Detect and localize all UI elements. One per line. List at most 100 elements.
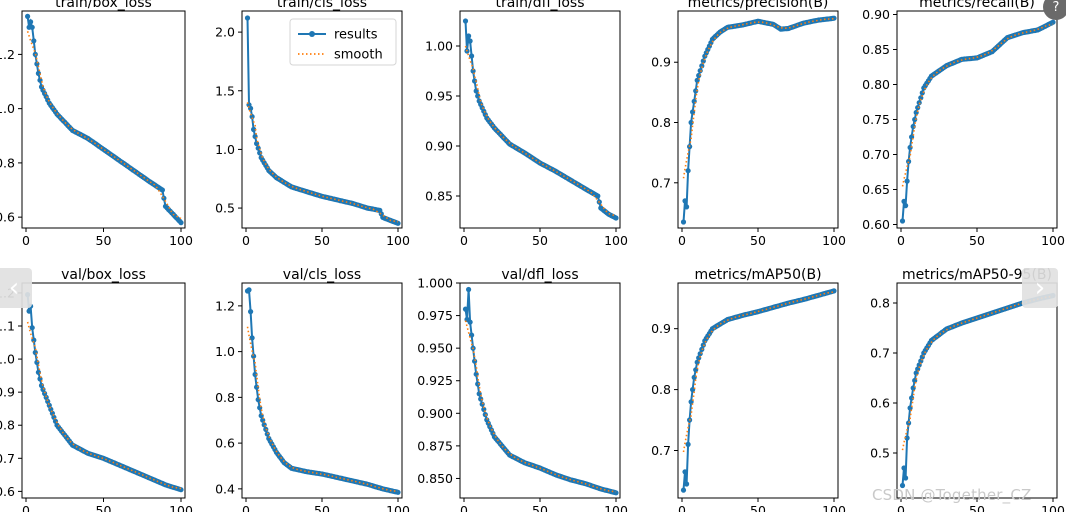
y-tick-label: 0.70 [862, 147, 890, 162]
chevron-right-icon[interactable]: › [1022, 268, 1058, 308]
y-tick-label: 0.4 [215, 481, 235, 496]
results-point [595, 193, 601, 199]
smooth-line [246, 102, 399, 223]
x-tick-label: 100 [822, 233, 846, 248]
results-point [919, 90, 925, 96]
y-tick-label: 0.900 [417, 406, 453, 421]
results-point [904, 435, 910, 441]
y-tick-label: 0.8 [651, 382, 671, 397]
results-point [26, 308, 32, 314]
x-tick-label: 0 [22, 233, 30, 248]
results-point [684, 204, 690, 210]
results-point [254, 384, 260, 390]
results-point [244, 15, 251, 21]
legend-box [289, 18, 397, 66]
results-point [395, 489, 401, 495]
x-tick-label: 50 [750, 503, 766, 512]
x-tick-label: 50 [750, 233, 766, 248]
y-tick-label: 0.925 [417, 373, 453, 388]
x-tick-label: 50 [532, 233, 548, 248]
chart-title: train/cls_loss [277, 0, 367, 11]
y-tick-label: 0.9 [651, 321, 671, 336]
chart-panel-5: metrics/recall(B) 0 50 100 0.60 0.65 0.70 0.75 0… [862, 0, 1065, 248]
results-point [685, 441, 691, 447]
y-tick-label: 2.0 [215, 25, 235, 40]
results-point [693, 88, 699, 94]
results-point [912, 116, 918, 123]
y-tick-label: 0.8 [215, 390, 235, 405]
results-point [462, 306, 469, 312]
y-tick-label: 0.80 [862, 77, 890, 92]
x-tick-label: 0 [897, 503, 905, 512]
chart-panel-9: metrics/mAP50(B) 0 50 100 0.7 0.8 0.9 [651, 267, 846, 512]
results-point [34, 359, 40, 365]
chart-title: metrics/mAP50-95(B) [902, 267, 1052, 283]
watermark: CSDN @Together_CZ [872, 486, 1032, 504]
x-tick-label: 100 [169, 233, 193, 248]
y-tick-label: 1.0 [215, 142, 235, 157]
results-point [903, 203, 909, 209]
x-tick-label: 0 [460, 503, 468, 512]
results-point [903, 475, 909, 481]
chart-panel-3: train/dfl_loss 0 50 100 0.85 0.90 0.95 1.00 [425, 0, 628, 248]
y-tick-label: 0.875 [417, 438, 453, 453]
y-tick-label: 1.0 [215, 344, 235, 359]
y-tick-label: 0.65 [862, 182, 890, 197]
results-line [246, 288, 399, 494]
y-tick-label: 0.8 [870, 296, 890, 311]
results-point [255, 145, 261, 151]
x-tick-label: 0 [897, 233, 905, 248]
chart-panel-10: metrics/mAP50-95(B) 0 50 100 0.5 0.6 0.7 0.8 [870, 267, 1065, 512]
smooth-line [682, 17, 835, 179]
results-point [32, 349, 38, 356]
x-tick-label: 100 [386, 503, 410, 512]
results-point [35, 369, 42, 375]
y-tick-label: 0.975 [417, 308, 453, 323]
results-line [901, 294, 1054, 486]
y-tick-label: 0.85 [862, 42, 890, 57]
y-tick-label: 0.6 [0, 210, 15, 225]
smooth-line [246, 326, 399, 493]
results-point [688, 119, 694, 126]
x-tick-label: 0 [242, 233, 250, 248]
y-tick-label: 1.1 [0, 319, 15, 334]
question-mark-icon[interactable]: ? [1043, 0, 1066, 20]
chevron-left-icon[interactable]: ‹ [0, 268, 32, 308]
results-point [691, 374, 697, 380]
y-tick-label: 0.75 [862, 112, 890, 127]
results-point [904, 178, 910, 184]
y-tick-label: 0.9 [0, 385, 15, 400]
results-point [469, 53, 475, 59]
chart-title: train/dfl_loss [495, 0, 584, 11]
legend-smooth-label: smooth [334, 48, 383, 63]
y-tick-label: 1.2 [215, 298, 235, 313]
chart-title: metrics/recall(B) [919, 0, 1035, 11]
y-tick-label: 0.6 [215, 436, 235, 451]
results-point [910, 123, 916, 130]
results-point [467, 38, 473, 44]
results-line [682, 289, 835, 491]
x-tick-label: 50 [96, 503, 112, 512]
y-tick-label: 0.5 [215, 201, 235, 216]
x-tick-label: 50 [532, 503, 548, 512]
x-tick-label: 100 [604, 503, 628, 512]
y-tick-label: 0.95 [425, 89, 453, 104]
chart-title: val/box_loss [61, 267, 146, 283]
results-point [25, 13, 31, 19]
y-tick-label: 0.6 [870, 396, 890, 411]
x-tick-label: 0 [242, 503, 250, 512]
y-tick-label: 1.0 [0, 352, 15, 367]
results-point [462, 18, 469, 24]
results-point [472, 78, 478, 84]
results-point [680, 487, 687, 493]
x-tick-label: 0 [678, 233, 686, 248]
chart-title: metrics/precision(B) [688, 0, 829, 11]
y-tick-label: 0.90 [862, 7, 890, 22]
smooth-line [26, 31, 182, 220]
y-tick-label: 0.6 [0, 484, 15, 499]
results-point [685, 168, 691, 174]
results-point [901, 198, 907, 204]
x-tick-label: 50 [969, 503, 985, 512]
x-tick-label: 100 [604, 233, 628, 248]
y-tick-label: 0.8 [651, 115, 671, 130]
